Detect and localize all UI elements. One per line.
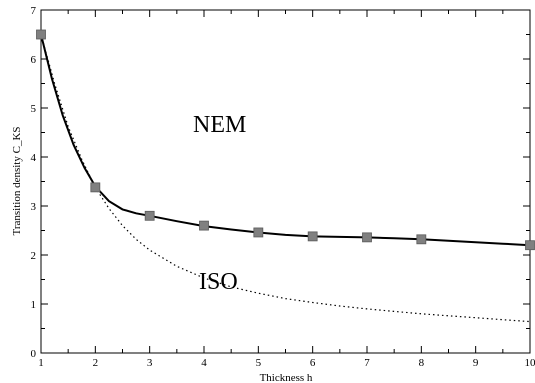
data-point-marker xyxy=(525,240,535,251)
x-tick-label: 5 xyxy=(256,357,262,369)
y-tick-label: 3 xyxy=(31,201,37,213)
data-point-marker xyxy=(307,231,318,242)
data-point-marker xyxy=(199,220,209,231)
data-point-marker xyxy=(362,232,372,243)
nem-region-label: NEM xyxy=(193,112,246,138)
y-tick-label: 7 xyxy=(31,5,37,17)
data-point-marker xyxy=(36,29,46,40)
x-tick-label: 3 xyxy=(147,357,153,369)
data-point-marker xyxy=(416,234,427,245)
nem-boundary-line xyxy=(40,34,531,247)
x-axis-ticks: 1 2 3 4 5 6 7 8 9 10 xyxy=(38,10,535,369)
plot-frame xyxy=(40,9,531,354)
x-axis-title: Thickness h xyxy=(260,372,313,383)
y-tick-label: 6 xyxy=(31,54,37,66)
data-point-marker xyxy=(144,210,155,221)
x-tick-label: 7 xyxy=(364,357,370,369)
x-tick-label: 4 xyxy=(201,357,207,369)
iso-boundary-line xyxy=(40,34,531,323)
y-tick-label: 4 xyxy=(31,152,37,164)
y-axis-ticks: 0 1 2 3 4 5 6 7 xyxy=(31,5,530,360)
x-tick-label: 1 xyxy=(38,357,44,369)
x-tick-label: 6 xyxy=(310,357,316,369)
x-tick-label: 8 xyxy=(419,357,425,369)
x-tick-label: 9 xyxy=(473,357,479,369)
y-axis-title: Transition density C_KS xyxy=(11,126,23,235)
y-tick-label: 1 xyxy=(31,299,37,311)
series-layer xyxy=(36,29,535,323)
data-point-marker xyxy=(253,227,264,238)
data-point-marker xyxy=(90,182,101,193)
iso-region-label: ISO xyxy=(199,269,238,295)
y-tick-label: 0 xyxy=(31,348,37,360)
y-tick-label: 5 xyxy=(31,103,37,115)
x-tick-label: 10 xyxy=(525,357,535,369)
y-tick-label: 2 xyxy=(31,250,37,262)
x-tick-label: 2 xyxy=(93,357,99,369)
